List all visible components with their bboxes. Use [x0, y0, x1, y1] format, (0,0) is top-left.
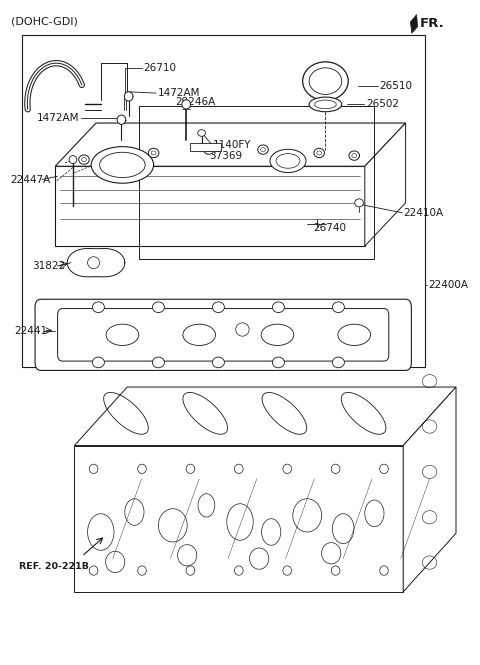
- Ellipse shape: [314, 148, 324, 158]
- Ellipse shape: [204, 145, 214, 154]
- Polygon shape: [410, 15, 418, 33]
- FancyBboxPatch shape: [35, 299, 411, 370]
- Bar: [22, 35, 425, 367]
- Text: 22447A: 22447A: [11, 174, 51, 185]
- Ellipse shape: [198, 130, 205, 136]
- Ellipse shape: [106, 325, 139, 346]
- Polygon shape: [190, 143, 221, 151]
- Text: 31822: 31822: [33, 261, 66, 271]
- Text: 22400A: 22400A: [428, 279, 468, 290]
- Text: 1472AM: 1472AM: [36, 113, 79, 124]
- Ellipse shape: [332, 302, 344, 313]
- Ellipse shape: [236, 323, 249, 336]
- Text: 22410A: 22410A: [403, 207, 444, 218]
- Text: 1140FY: 1140FY: [213, 140, 252, 150]
- Text: 26510: 26510: [379, 80, 412, 91]
- Ellipse shape: [79, 155, 89, 164]
- Ellipse shape: [349, 151, 360, 160]
- Ellipse shape: [261, 325, 294, 346]
- Polygon shape: [55, 166, 365, 246]
- Text: 29246A: 29246A: [175, 96, 216, 107]
- Ellipse shape: [272, 302, 284, 313]
- Ellipse shape: [183, 325, 216, 346]
- Bar: [139, 106, 374, 259]
- Ellipse shape: [332, 357, 344, 368]
- Ellipse shape: [124, 92, 133, 101]
- Ellipse shape: [270, 150, 306, 173]
- Ellipse shape: [338, 325, 371, 346]
- Ellipse shape: [69, 156, 77, 164]
- Ellipse shape: [182, 100, 191, 109]
- Ellipse shape: [92, 357, 104, 368]
- Text: FR.: FR.: [420, 17, 445, 30]
- Text: 37369: 37369: [209, 150, 242, 161]
- Ellipse shape: [153, 357, 164, 368]
- Ellipse shape: [309, 97, 342, 112]
- Polygon shape: [74, 387, 456, 446]
- Ellipse shape: [212, 302, 225, 313]
- Ellipse shape: [272, 357, 284, 368]
- Polygon shape: [74, 446, 403, 592]
- Ellipse shape: [92, 302, 104, 313]
- Text: 26740: 26740: [313, 223, 346, 233]
- Ellipse shape: [148, 148, 159, 158]
- Text: (DOHC-GDI): (DOHC-GDI): [11, 17, 77, 27]
- Polygon shape: [365, 123, 406, 246]
- Polygon shape: [403, 387, 456, 592]
- Ellipse shape: [355, 199, 363, 207]
- Ellipse shape: [153, 302, 164, 313]
- Ellipse shape: [258, 145, 268, 154]
- Ellipse shape: [91, 147, 154, 184]
- Ellipse shape: [117, 115, 126, 124]
- Text: REF. 20-221B: REF. 20-221B: [19, 562, 89, 571]
- Text: 1472AM: 1472AM: [157, 88, 200, 98]
- Text: 26710: 26710: [143, 63, 176, 74]
- Text: 22441: 22441: [14, 325, 48, 336]
- FancyBboxPatch shape: [58, 309, 389, 361]
- Polygon shape: [55, 123, 406, 166]
- Ellipse shape: [302, 62, 348, 100]
- Text: 26502: 26502: [366, 99, 399, 110]
- Ellipse shape: [212, 357, 225, 368]
